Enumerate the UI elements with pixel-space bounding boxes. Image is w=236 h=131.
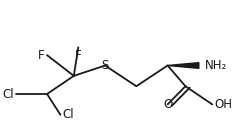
- Text: F: F: [75, 49, 82, 62]
- Text: OH: OH: [215, 98, 232, 111]
- Text: O: O: [163, 98, 172, 111]
- Text: Cl: Cl: [2, 88, 13, 100]
- Text: S: S: [101, 59, 109, 72]
- Text: F: F: [38, 49, 45, 62]
- Polygon shape: [168, 63, 199, 68]
- Text: NH₂: NH₂: [204, 59, 227, 72]
- Text: Cl: Cl: [63, 108, 74, 121]
